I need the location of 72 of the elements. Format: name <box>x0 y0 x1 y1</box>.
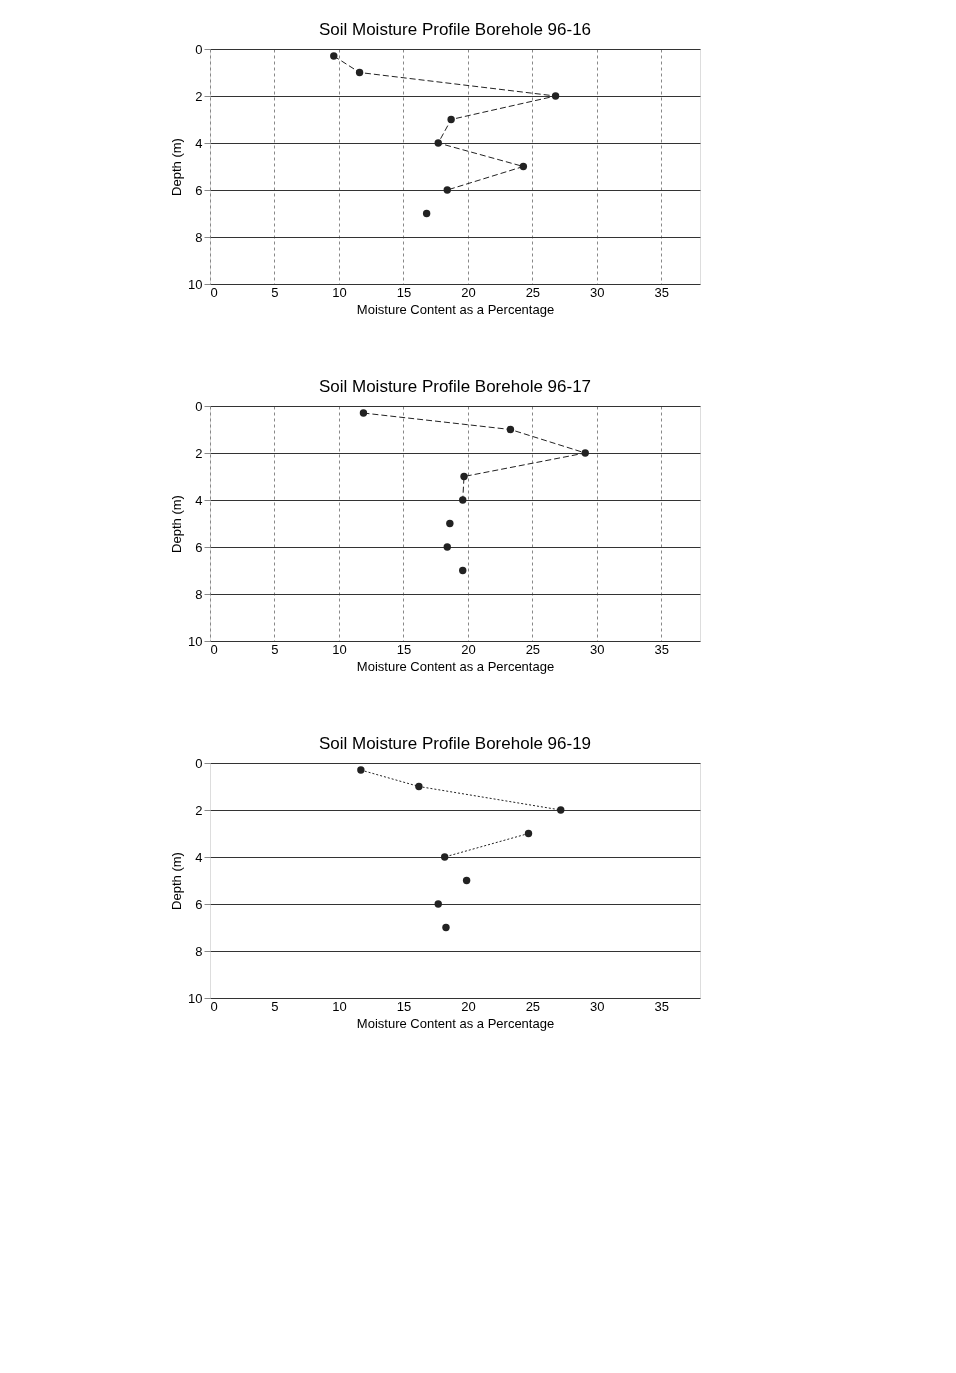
y-tick-label: 6 <box>195 896 203 912</box>
y-tick-label: 6 <box>195 539 203 555</box>
point <box>519 162 528 171</box>
point <box>434 139 442 147</box>
x-tick-label: 5 <box>271 284 279 300</box>
chart-title: Soil Moisture Profile Borehole 96-17 <box>318 377 592 396</box>
point <box>551 92 560 100</box>
point <box>440 853 449 861</box>
y-tick-label: 2 <box>195 445 203 461</box>
point <box>442 923 450 932</box>
x-tick-label: 25 <box>525 641 541 657</box>
point <box>447 115 455 124</box>
x-tick-label: 5 <box>271 641 279 657</box>
x-tick-label: 10 <box>332 998 347 1014</box>
chart-title: Soil Moisture Profile Borehole 96-19 <box>318 734 592 753</box>
x-tick-label: 15 <box>396 998 412 1014</box>
x-axis-title: Moisture Content as a Percentage <box>356 1015 555 1031</box>
chart-title: Soil Moisture Profile Borehole 96-16 <box>318 20 592 39</box>
x-tick-label: 0 <box>210 998 218 1014</box>
point <box>443 186 451 194</box>
point <box>415 782 423 791</box>
y-tick-label: 0 <box>195 755 203 771</box>
x-axis-title: Moisture Content as a Percentage <box>356 301 555 317</box>
point <box>434 900 442 908</box>
x-tick-label: 25 <box>525 998 541 1014</box>
x-tick-label: 30 <box>590 641 605 657</box>
y-tick-label: 2 <box>195 802 203 818</box>
x-tick-label: 20 <box>461 641 476 657</box>
y-tick-label: 2 <box>195 88 203 104</box>
point <box>557 806 565 814</box>
point <box>459 496 467 504</box>
point <box>524 829 533 838</box>
x-tick-label: 30 <box>590 998 605 1014</box>
point <box>460 472 468 481</box>
y-tick-label: 4 <box>195 849 203 865</box>
point <box>446 519 454 528</box>
y-tick-label: 8 <box>195 943 203 959</box>
y-tick-label: 0 <box>195 398 203 414</box>
point <box>462 876 471 885</box>
y-tick-label: 0 <box>195 41 203 57</box>
point <box>581 449 589 457</box>
point <box>355 68 364 77</box>
x-tick-label: 15 <box>396 284 412 300</box>
x-tick-label: 10 <box>332 284 347 300</box>
y-tick-label: 4 <box>195 492 203 508</box>
x-tick-label: 5 <box>271 998 279 1014</box>
x-tick-label: 35 <box>654 641 670 657</box>
x-tick-label: 20 <box>461 998 476 1014</box>
point <box>422 209 431 218</box>
y-tick-label: 6 <box>195 182 203 198</box>
y-axis-title: Depth (m) <box>169 495 185 553</box>
point <box>443 543 451 551</box>
y-axis-title: Depth (m) <box>169 852 185 910</box>
point <box>506 425 515 434</box>
y-tick-label: 8 <box>195 229 203 245</box>
x-axis-title: Moisture Content as a Percentage <box>356 658 555 674</box>
y-tick-label: 8 <box>195 586 203 602</box>
x-tick-label: 20 <box>461 284 476 300</box>
point <box>359 409 368 417</box>
x-tick-label: 10 <box>332 641 347 657</box>
x-tick-label: 35 <box>654 284 670 300</box>
point <box>459 566 467 575</box>
x-tick-label: 25 <box>525 284 541 300</box>
x-tick-label: 0 <box>210 284 218 300</box>
point <box>357 766 365 774</box>
x-tick-label: 15 <box>396 641 412 657</box>
x-tick-label: 35 <box>654 998 670 1014</box>
x-tick-label: 30 <box>590 284 605 300</box>
y-tick-label: 4 <box>195 135 203 151</box>
y-axis-title: Depth (m) <box>169 138 185 196</box>
point <box>330 52 338 60</box>
x-tick-label: 0 <box>210 641 218 657</box>
